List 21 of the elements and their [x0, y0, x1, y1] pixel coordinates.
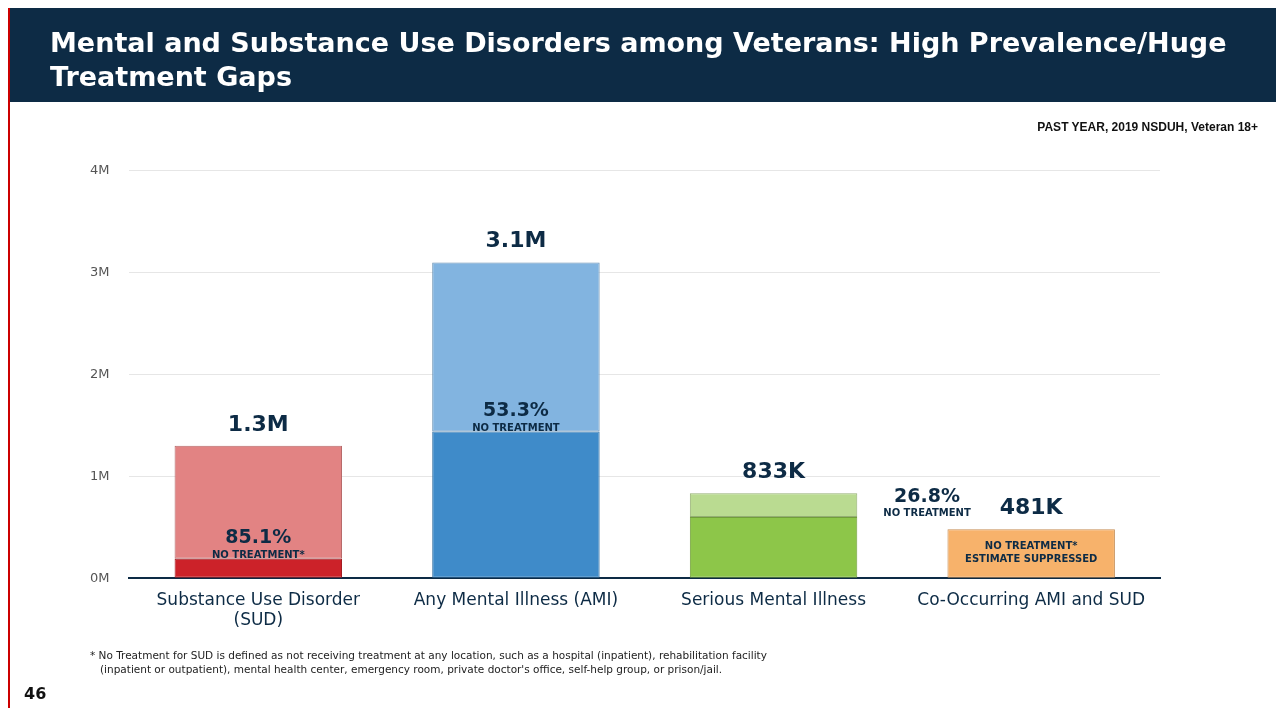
- chart-subtitle: PAST YEAR, 2019 NSDUH, Veteran 18+: [1037, 120, 1258, 134]
- x-tick-label: Co-Occurring AMI and SUD: [917, 588, 1146, 609]
- y-tick-label: 2M: [89, 365, 110, 381]
- text: 46: [24, 684, 47, 703]
- total-label: 833K: [742, 458, 806, 484]
- annotation: NO TREATMENT* ESTIMATE SUPPRESSED: [965, 540, 1098, 565]
- y-tick-label: 4M: [89, 162, 110, 178]
- annotation: 53.3% NO TREATMENT: [472, 397, 560, 433]
- y-tick-label: 0M: [89, 569, 110, 585]
- total-label: 3.1M: [485, 227, 547, 253]
- x-tick-label: Any Mental Illness (AMI): [413, 588, 619, 609]
- chart-title: Mental and Substance Use Disorders among Veterans: High Prevalence/Huge Treatment Gaps: [10, 8, 1276, 102]
- total-label: 1.3M: [227, 410, 289, 436]
- annotation: 85.1% NO TREATMENT*: [211, 524, 306, 560]
- annotation: 26.8% NO TREATMENT: [882, 484, 972, 519]
- total-label: 481K: [999, 493, 1064, 519]
- x-tick-label: Substance Use Disorder (SUD): [156, 588, 361, 630]
- x-tick-label: Serious Mental Illness: [681, 588, 867, 609]
- y-tick-label: 3M: [89, 264, 110, 280]
- text: * No Treatment for SUD is defined as not receiving treatment at any location, such as a hospital (inpatient), rehabilitation facility (inpatient or outpatient), mental health center, emergency room, private doctor's office, self-help group, or prison/jail.: [90, 648, 768, 676]
- y-tick-label: 1M: [89, 467, 110, 483]
